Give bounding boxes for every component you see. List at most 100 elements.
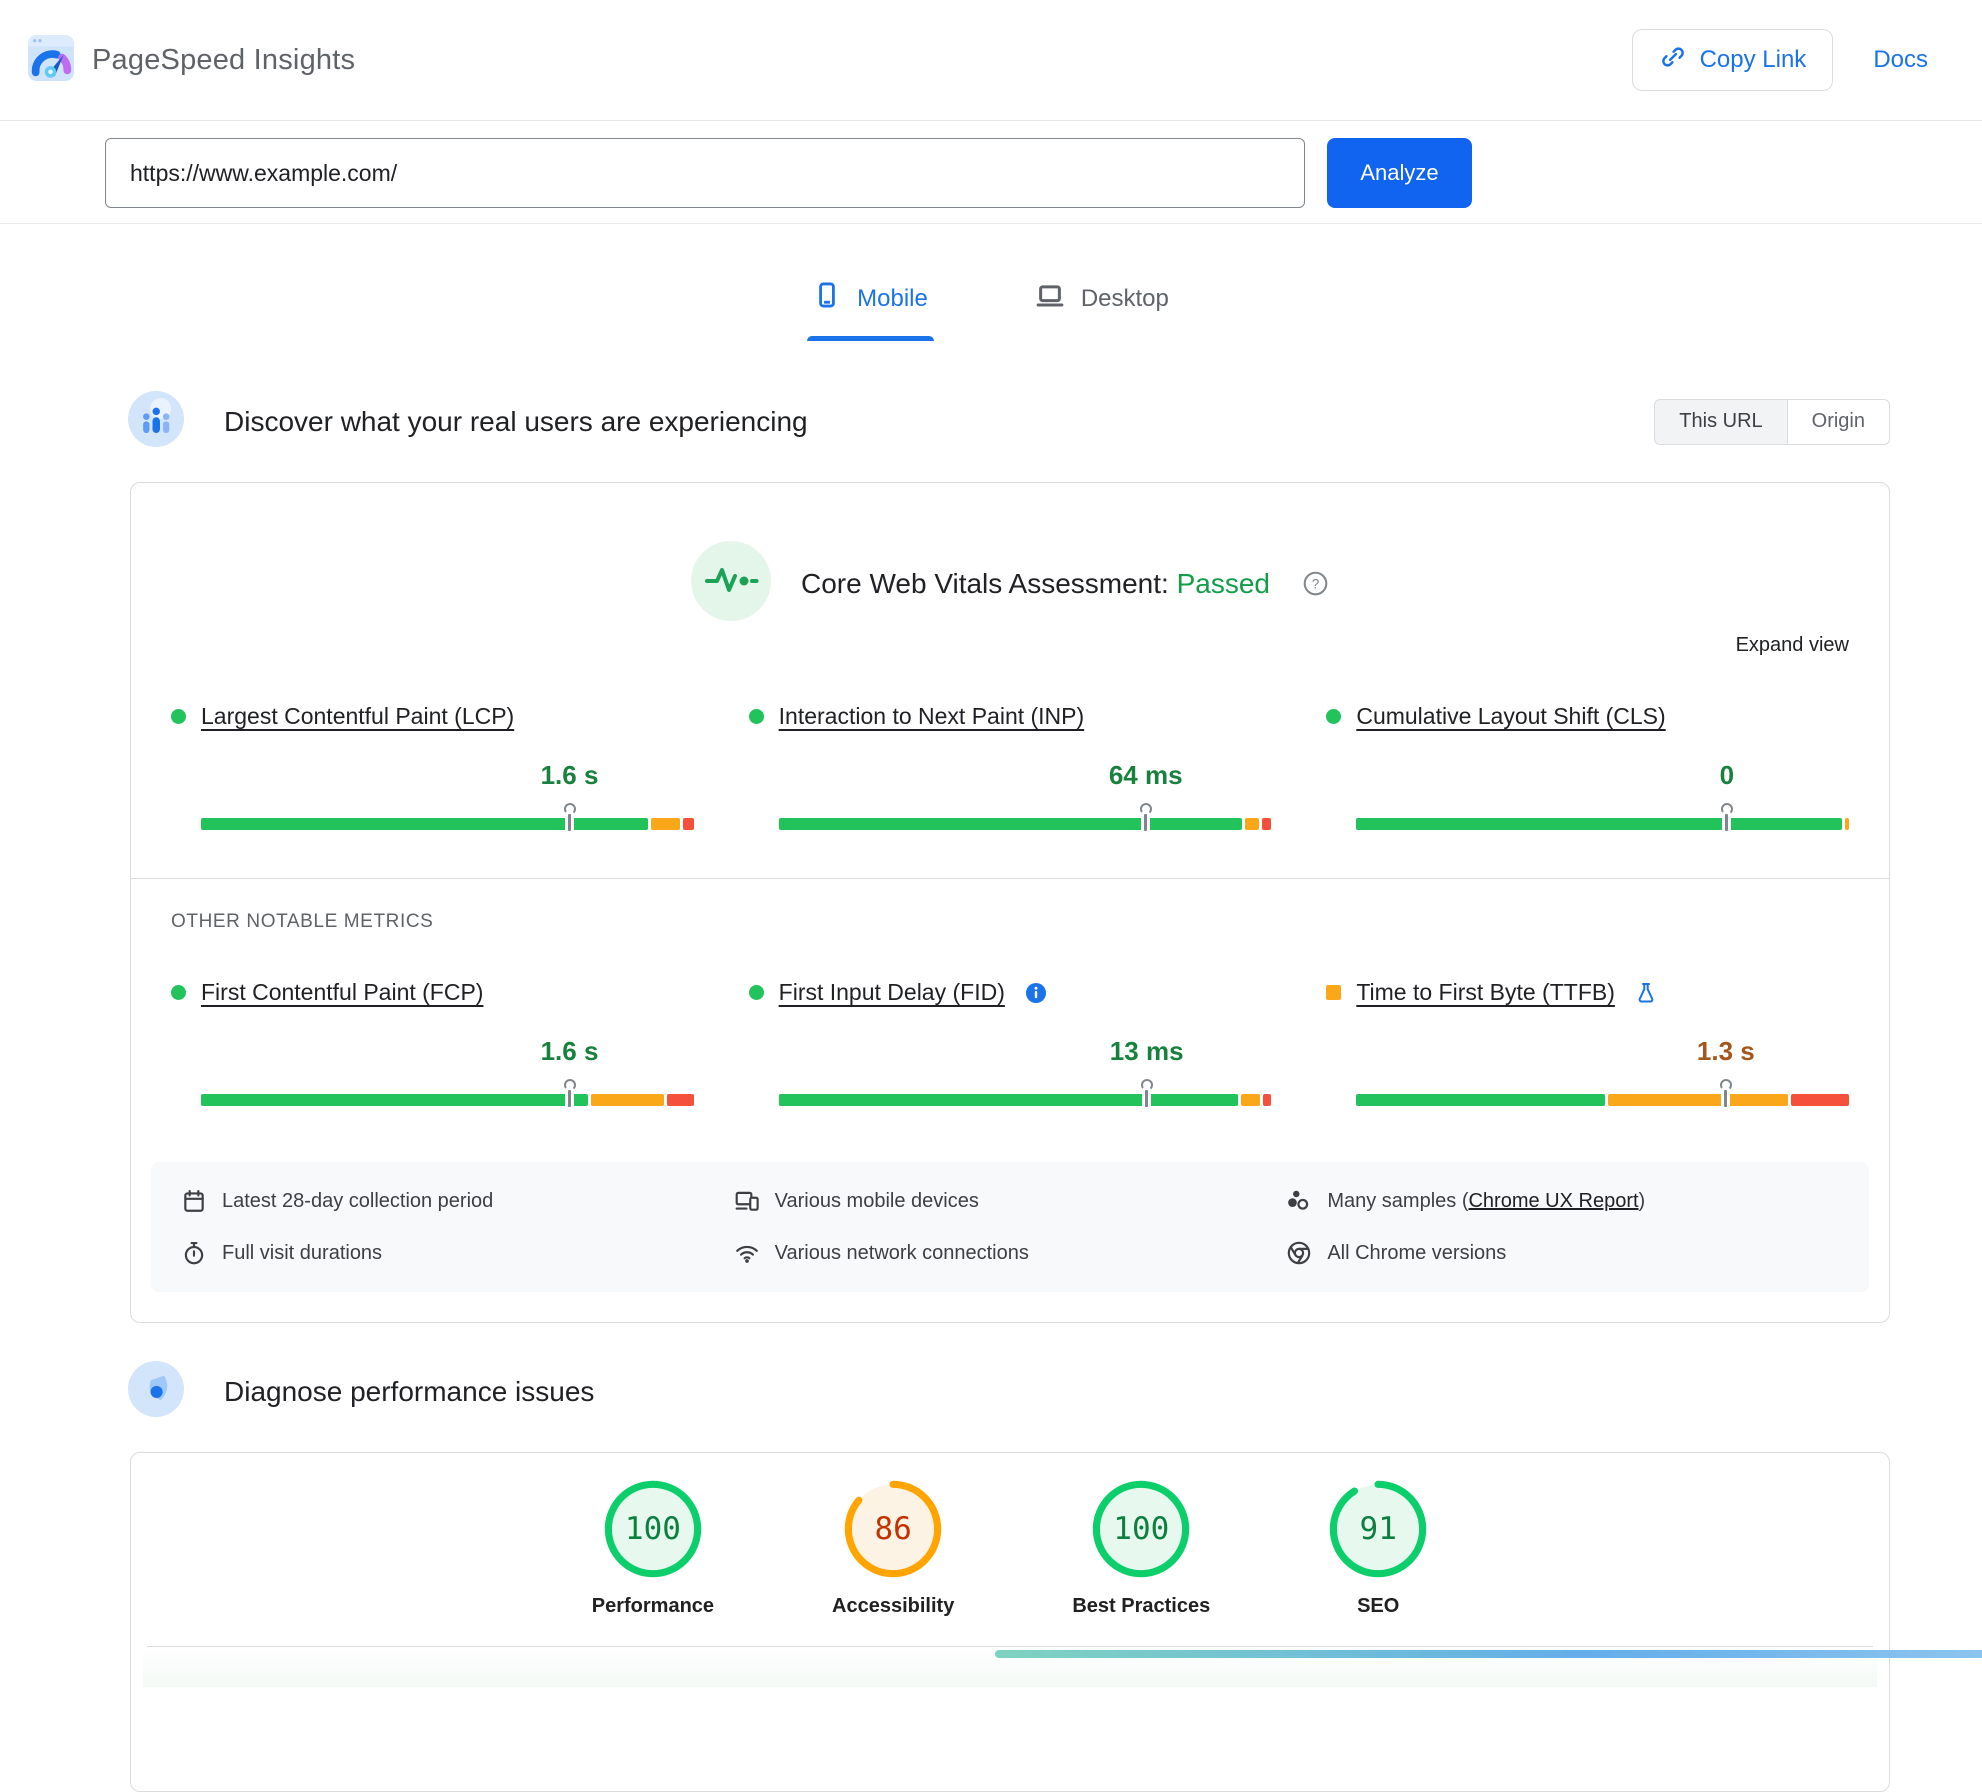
url-input[interactable]	[105, 138, 1305, 208]
metric-fcp: First Contentful Paint (FCP) 1.6 s	[171, 979, 694, 1107]
scope-toggle: This URL Origin	[1654, 398, 1890, 445]
score-value: 86	[874, 1511, 912, 1547]
samples-item: Many samples (Chrome UX Report)	[1286, 1188, 1839, 1214]
metric-status-dot	[171, 709, 186, 724]
score-gauge-accessibility[interactable]: 86 Accessibility	[832, 1479, 954, 1618]
metric-fid: First Input Delay (FID) 13 ms	[748, 979, 1272, 1107]
info-icon[interactable]	[1024, 981, 1048, 1005]
network-icon	[735, 1245, 758, 1263]
chrome-icon	[1288, 1241, 1311, 1265]
metric-status-square	[1326, 985, 1342, 1000]
metric-distribution-bar	[1356, 1079, 1849, 1107]
experimental-flask-icon[interactable]	[1634, 981, 1658, 1005]
metric-status-dot	[748, 709, 764, 724]
lab-card-divider	[147, 1646, 1873, 1647]
metric-value: 1.6 s	[540, 1036, 599, 1066]
collection-period-item: Latest 28-day collection period	[181, 1188, 734, 1214]
mobile-phone-icon	[813, 281, 841, 316]
metric-value: 1.3 s	[1696, 1036, 1755, 1066]
score-value: 100	[624, 1511, 681, 1547]
desktop-laptop-icon	[1035, 280, 1065, 317]
score-gauges: 100 Performance 86 Accessibility 100	[143, 1479, 1877, 1618]
url-bar: Analyze	[0, 138, 1982, 208]
metric-lcp: Largest Contentful Paint (LCP) 1.6 s	[171, 703, 694, 831]
expand-view-button[interactable]: Expand view	[1735, 634, 1849, 656]
score-value: 100	[1113, 1511, 1170, 1547]
metric-value: 0	[1719, 760, 1735, 790]
metric-link-cls[interactable]: Cumulative Layout Shift (CLS)	[1356, 703, 1666, 729]
device-tabs: Mobile Desktop	[0, 224, 1982, 341]
field-section-header: Discover what your real users are experi…	[128, 391, 1890, 452]
metric-distribution-bar	[1356, 803, 1849, 831]
field-section-title: Discover what your real users are experi…	[224, 405, 808, 437]
connections-item: Various network connections	[734, 1240, 1287, 1266]
chrome-versions-item: All Chrome versions	[1286, 1240, 1839, 1266]
metric-value: 13 ms	[1109, 1036, 1184, 1066]
visit-durations-item: Full visit durations	[181, 1240, 734, 1266]
metric-link-inp[interactable]: Interaction to Next Paint (INP)	[778, 703, 1085, 729]
chrome-ux-report-link[interactable]: Chrome UX Report	[1468, 1189, 1639, 1212]
tab-desktop-label: Desktop	[1080, 284, 1169, 312]
app-title: PageSpeed Insights	[92, 43, 356, 76]
tab-mobile-label: Mobile	[857, 284, 928, 312]
cwv-assessment-result: Passed	[1176, 567, 1270, 599]
app-logo-home-link[interactable]: PageSpeed Insights	[28, 34, 356, 86]
stopwatch-icon	[184, 1241, 204, 1265]
metric-status-dot	[748, 985, 764, 1000]
svg-text:?: ?	[1312, 576, 1320, 591]
cwv-assessment-header: Core Web Vitals Assessment: Passed ?	[171, 541, 1849, 626]
score-gauge-performance[interactable]: 100 Performance	[592, 1479, 714, 1618]
copy-link-label: Copy Link	[1699, 46, 1807, 73]
other-metrics-row: First Contentful Paint (FCP) 1.6 s First…	[171, 979, 1849, 1107]
metric-distribution-bar	[778, 803, 1272, 831]
score-label: SEO	[1357, 1595, 1400, 1617]
cwv-assessment-label: Core Web Vitals Assessment: Passed	[801, 567, 1270, 599]
metric-distribution-bar	[778, 1079, 1272, 1107]
devices-icon	[735, 1191, 759, 1211]
metric-distribution-bar	[201, 803, 694, 831]
cwv-heartbeat-icon	[691, 541, 771, 626]
metric-link-ttfb[interactable]: Time to First Byte (TTFB)	[1356, 979, 1615, 1005]
samples-icon	[1288, 1190, 1309, 1210]
copy-link-button[interactable]: Copy Link	[1631, 29, 1834, 91]
diagnose-compass-icon	[128, 1361, 184, 1422]
score-gauge-seo[interactable]: 91 SEO	[1328, 1479, 1428, 1618]
pagespeed-logo-icon	[28, 34, 74, 86]
header-divider	[0, 223, 1982, 224]
core-metrics-row: Largest Contentful Paint (LCP) 1.6 s Int…	[171, 703, 1849, 831]
diagnose-section-header: Diagnose performance issues	[128, 1361, 1890, 1422]
metric-status-dot	[171, 985, 186, 1000]
metric-distribution-bar	[201, 1079, 694, 1107]
other-metrics-heading: OTHER NOTABLE METRICS	[171, 911, 434, 932]
metric-ttfb: Time to First Byte (TTFB) 1.3 s	[1326, 979, 1849, 1107]
top-bar: PageSpeed Insights Copy Link Docs	[0, 0, 1982, 121]
crux-data-summary: Latest 28-day collection period Various …	[151, 1162, 1869, 1292]
score-label: Accessibility	[832, 1595, 955, 1617]
metric-link-fcp[interactable]: First Contentful Paint (FCP)	[201, 979, 484, 1005]
tab-mobile[interactable]: Mobile	[807, 280, 934, 341]
metric-value: 64 ms	[1108, 760, 1183, 790]
bottom-gradient-strip	[995, 1650, 1982, 1658]
metric-cls: Cumulative Layout Shift (CLS) 0	[1326, 703, 1849, 831]
metric-inp: Interaction to Next Paint (INP) 64 ms	[748, 703, 1272, 831]
metric-link-fid[interactable]: First Input Delay (FID)	[778, 979, 1005, 1005]
metrics-divider	[131, 878, 1889, 879]
score-gauge-best-practices[interactable]: 100 Best Practices	[1072, 1479, 1210, 1618]
link-icon	[1659, 43, 1687, 78]
score-value: 91	[1359, 1511, 1397, 1547]
toggle-this-url[interactable]: This URL	[1654, 398, 1787, 445]
toggle-origin[interactable]: Origin	[1786, 398, 1890, 445]
diagnose-section-title: Diagnose performance issues	[224, 1375, 595, 1407]
lighthouse-card: 100 Performance 86 Accessibility 100	[130, 1452, 1890, 1792]
real-users-icon	[128, 391, 184, 452]
metric-status-dot	[1326, 709, 1342, 724]
score-label: Best Practices	[1072, 1595, 1211, 1617]
help-icon[interactable]: ?	[1302, 570, 1329, 597]
score-label: Performance	[591, 1595, 715, 1617]
docs-link[interactable]: Docs	[1873, 46, 1928, 73]
devices-item: Various mobile devices	[734, 1188, 1287, 1214]
analyze-button[interactable]: Analyze	[1327, 138, 1472, 208]
calendar-icon	[184, 1189, 204, 1212]
tab-desktop[interactable]: Desktop	[1029, 280, 1175, 341]
metric-link-lcp[interactable]: Largest Contentful Paint (LCP)	[201, 703, 515, 729]
